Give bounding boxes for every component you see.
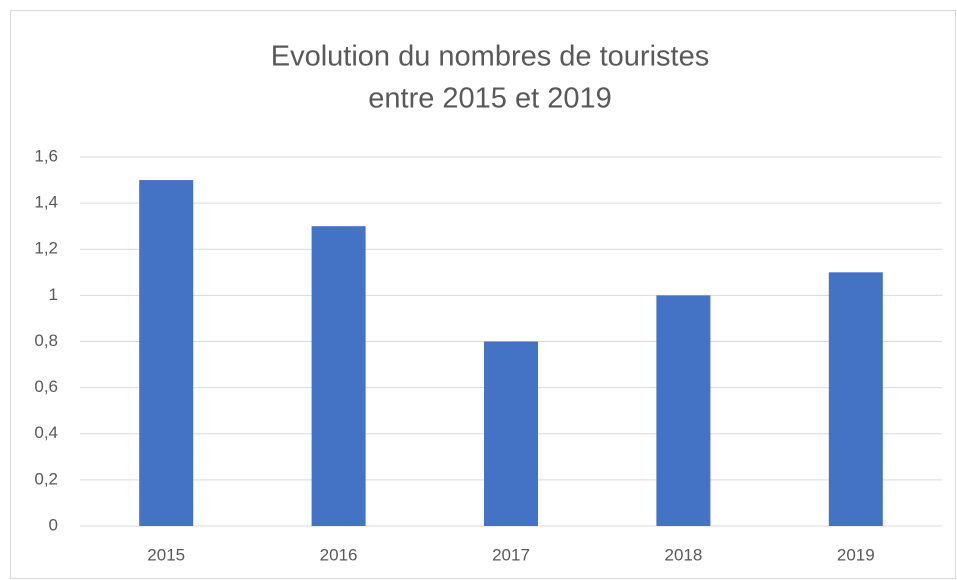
y-tick-label: 1,4 bbox=[34, 193, 58, 212]
y-tick-label: 1,2 bbox=[34, 239, 58, 258]
chart-title: entre 2015 et 2019 bbox=[368, 83, 611, 115]
y-tick-label: 0 bbox=[49, 515, 58, 534]
x-tick-label: 2015 bbox=[147, 545, 185, 564]
y-tick-label: 0,4 bbox=[34, 423, 58, 442]
x-tick-label: 2017 bbox=[492, 545, 530, 564]
x-tick-label: 2019 bbox=[837, 545, 875, 564]
x-tick-label: 2018 bbox=[664, 545, 702, 564]
x-tick-label: 2016 bbox=[320, 545, 358, 564]
y-tick-label: 0,8 bbox=[34, 331, 58, 350]
bar bbox=[311, 226, 366, 526]
y-tick-label: 1 bbox=[49, 285, 58, 304]
y-tick-label: 0,6 bbox=[34, 377, 58, 396]
bar bbox=[656, 295, 711, 526]
chart-title: Evolution du nombres de touristes bbox=[271, 41, 709, 73]
y-tick-label: 0,2 bbox=[34, 469, 58, 488]
bar bbox=[828, 272, 883, 526]
bar bbox=[139, 180, 194, 526]
y-tick-label: 1,6 bbox=[34, 146, 58, 165]
bar bbox=[484, 341, 538, 526]
